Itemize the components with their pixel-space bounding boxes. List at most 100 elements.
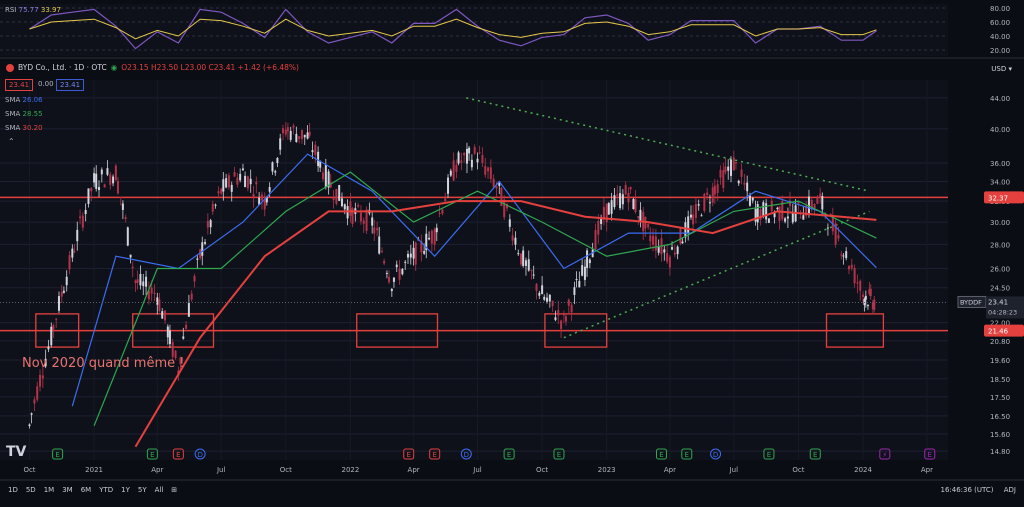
candle-body [689, 214, 692, 218]
candle-body [791, 211, 794, 223]
x-tick-label: Jul [729, 466, 739, 474]
candle-body [340, 198, 343, 207]
candle-body [621, 194, 624, 205]
event-marker-label: E [767, 451, 771, 459]
candle-body [279, 138, 282, 150]
candle-body [182, 336, 185, 339]
tf-all[interactable]: All [154, 486, 164, 494]
event-marker-label: E [685, 451, 689, 459]
candle-body [373, 227, 376, 234]
candle-body [36, 386, 39, 400]
price-tag: 23.41 [988, 298, 1008, 306]
y-tick-label: 28.00 [990, 241, 1010, 249]
symbol-title[interactable]: BYD Co., Ltd. · 1D · OTC [18, 63, 107, 72]
candle-body [706, 192, 709, 195]
candle-body [535, 283, 538, 291]
event-marker [503, 448, 515, 460]
candle-body [789, 200, 791, 206]
candle-body [681, 241, 684, 244]
x-tick-label: Oct [280, 466, 292, 474]
date-range-icon[interactable]: ⊞ [171, 486, 178, 494]
tradingview-logo-icon[interactable]: TV [6, 444, 27, 460]
candle-body [538, 292, 541, 296]
candle-body [514, 237, 517, 245]
sma-legend-2[interactable]: SMA 28.55 [5, 110, 43, 118]
candle-body [524, 260, 527, 266]
candle-body [236, 177, 239, 185]
candle-body [679, 228, 682, 244]
sell-price-chip[interactable]: 23.41 [5, 79, 34, 91]
candle-body [106, 168, 109, 175]
candle-body [239, 173, 242, 181]
candle-body [727, 166, 730, 171]
tf-ytd[interactable]: YTD [99, 486, 114, 494]
candle-body [381, 250, 384, 252]
candle-body [594, 230, 597, 250]
sma-legend-1[interactable]: SMA 26.06 [5, 96, 43, 104]
candle-body [751, 197, 754, 201]
event-marker [681, 448, 693, 460]
candle-body [671, 247, 674, 250]
rsi-signal-line [29, 18, 877, 40]
x-tick-label: Oct [792, 466, 804, 474]
sma-legend-3[interactable]: SMA 30.20 [5, 124, 43, 132]
event-marker-label: E [507, 451, 511, 459]
trendline [563, 210, 870, 339]
candle-body [856, 282, 859, 284]
candle-body [506, 204, 509, 209]
candle-body [802, 215, 805, 220]
tf-5d[interactable]: 5D [25, 486, 36, 494]
tf-1y[interactable]: 1Y [121, 486, 130, 494]
candle-body [332, 197, 335, 200]
candle-body [349, 201, 352, 216]
candle-body [201, 242, 204, 256]
candle-body [500, 188, 503, 207]
candle-body [33, 399, 36, 404]
collapse-chevron-icon[interactable]: ⌃ [8, 137, 15, 146]
candle-body [199, 249, 202, 259]
candle-body [52, 325, 55, 331]
candle-body [503, 199, 506, 218]
candle-body [109, 174, 112, 185]
x-tick-label: Apr [408, 466, 420, 474]
event-marker-label: E [406, 451, 410, 459]
tf-6m[interactable]: 6M [80, 486, 92, 494]
candle-body [357, 204, 360, 207]
candle-body [548, 294, 551, 302]
candle-body [335, 188, 338, 204]
tf-1d[interactable]: 1D [8, 486, 18, 494]
candle-body [602, 207, 605, 220]
candle-body [308, 131, 311, 136]
candle-body [39, 374, 42, 387]
candle-body [807, 196, 810, 214]
candle-body [68, 255, 71, 270]
buy-price-chip[interactable]: 23.41 [56, 79, 85, 91]
candle-body [489, 167, 492, 179]
candle-body [759, 209, 762, 220]
clock-area: 16:46:36 (UTC) ADJ [941, 486, 1017, 494]
candle-body [703, 193, 706, 211]
event-marker-label: E [928, 451, 932, 459]
candle-body [700, 215, 703, 217]
candle-body [401, 268, 404, 275]
candle-body [541, 285, 544, 295]
symbol-header[interactable]: BYD Co., Ltd. · 1D · OTC ◉ O23.15 H23.50… [6, 63, 299, 72]
tf-3m[interactable]: 3M [62, 486, 73, 494]
currency-selector[interactable]: USD ▾ [991, 65, 1012, 73]
candle-body [864, 295, 867, 300]
clock-readout: 16:46:36 (UTC) [940, 486, 994, 494]
candle-body [492, 178, 495, 188]
candle-body [862, 294, 865, 297]
candle-body [629, 187, 632, 190]
rsi-tick-label: 20.00 [990, 47, 1010, 55]
candle-body [784, 218, 787, 222]
candle-body [487, 167, 490, 172]
candle-body [551, 300, 554, 306]
candle-body [837, 235, 840, 239]
tf-1m[interactable]: 1M [43, 486, 55, 494]
candle-body [447, 177, 450, 194]
adj-toggle[interactable]: ADJ [1003, 486, 1016, 494]
candle-body [778, 206, 781, 222]
tf-5y[interactable]: 5Y [137, 486, 147, 494]
